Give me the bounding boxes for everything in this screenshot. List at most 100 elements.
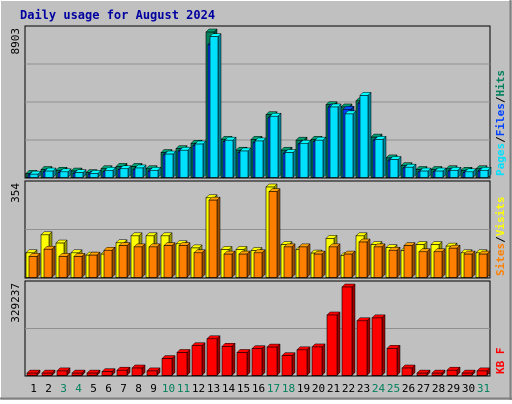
bar-kb-f-day-10 — [161, 354, 176, 377]
bar-kb-f-day-24-front — [371, 317, 383, 376]
bar-kb-f-day-19-side — [306, 346, 311, 377]
bar-kb-f-day-22-side — [351, 283, 356, 377]
x-tick-label-day-5: 5 — [90, 382, 97, 395]
x-tick-label-day-6: 6 — [105, 382, 112, 395]
bar-pages-day-2 — [44, 167, 57, 179]
bar-sites-day-28-side — [441, 248, 446, 279]
x-tick-label-day-21: 21 — [327, 382, 340, 395]
bar-kb-f-day-22 — [341, 283, 356, 377]
bar-pages-day-12-side — [202, 140, 207, 179]
bar-sites-day-23-front — [358, 241, 368, 278]
bar-pages-day-9-front — [149, 169, 159, 178]
x-tick-label-day-29: 29 — [447, 382, 460, 395]
bar-pages-day-25 — [389, 155, 402, 179]
bar-kb-f-day-23-side — [366, 317, 371, 377]
bar-kb-f-day-14 — [221, 342, 236, 377]
bar-pages-day-18 — [284, 148, 297, 179]
bar-sites-day-25-side — [396, 246, 401, 279]
bar-sites-day-29-front — [448, 247, 458, 278]
bar-pages-day-11-side — [187, 146, 192, 179]
bar-pages-day-1-front — [29, 173, 39, 178]
bar-sites-day-31-front — [478, 253, 488, 278]
bar-kb-f-day-19-front — [296, 349, 308, 376]
bar-sites-day-23-side — [366, 238, 371, 279]
bar-pages-day-15-front — [239, 150, 249, 178]
bar-pages-day-25-front — [389, 159, 399, 178]
bar-kb-f-day-15 — [236, 348, 251, 377]
bar-sites-day-27-side — [426, 248, 431, 279]
bar-kb-f-day-26-front — [401, 367, 413, 376]
x-tick-label-day-1: 1 — [30, 382, 37, 395]
bar-kb-f-day-23-front — [356, 320, 368, 376]
bar-pages-day-15-side — [247, 147, 252, 179]
bar-pages-day-22-side — [352, 110, 357, 179]
bar-sites-day-11-side — [186, 242, 191, 279]
bar-kb-f-day-12-front — [191, 345, 203, 376]
bar-pages-day-27-front — [419, 170, 429, 178]
bar-kb-f-day-31-front — [476, 370, 488, 376]
bar-kb-f-day-20-front — [311, 346, 323, 376]
bar-kb-f-day-2-front — [41, 372, 53, 376]
x-tick-label-day-25: 25 — [387, 382, 400, 395]
bar-sites-day-26-side — [411, 242, 416, 279]
bar-kb-f-day-23 — [356, 317, 371, 377]
legend-entry: Visits — [494, 197, 507, 237]
bar-sites-day-21-side — [336, 243, 341, 279]
bar-pages-day-17 — [269, 112, 282, 179]
bar-kb-f-day-30 — [461, 369, 476, 377]
bar-pages-day-29-front — [449, 169, 459, 178]
x-tick-label-day-9: 9 — [150, 382, 157, 395]
bar-pages-day-9 — [149, 166, 162, 179]
x-tick-label-day-26: 26 — [402, 382, 415, 395]
bar-sites-day-25 — [388, 246, 401, 279]
bar-sites-day-8-front — [133, 246, 143, 278]
bar-pages-day-16-side — [262, 137, 267, 179]
bar-pages-day-3 — [59, 168, 72, 179]
bar-sites-day-27-front — [418, 251, 428, 278]
x-tick-label-day-31: 31 — [477, 382, 490, 395]
bar-kb-f-day-17-side — [276, 343, 281, 377]
bar-sites-day-1-side — [36, 252, 41, 279]
bar-kb-f-day-3 — [56, 367, 71, 377]
bar-kb-f-day-12-side — [201, 342, 206, 377]
bar-sites-day-2 — [43, 245, 56, 279]
bar-sites-day-9-side — [156, 243, 161, 279]
bar-pages-day-31 — [479, 166, 492, 179]
bar-kb-f-day-29-front — [446, 369, 458, 376]
bar-sites-day-20-side — [321, 250, 326, 279]
bar-kb-f-day-16-front — [251, 348, 263, 376]
bar-kb-f-day-20 — [311, 343, 326, 377]
bar-sites-day-9-front — [148, 246, 158, 278]
bar-sites-day-30 — [463, 250, 476, 279]
bar-pages-day-7-front — [119, 168, 129, 178]
bar-sites-day-13 — [208, 196, 221, 279]
chart-title: Daily usage for August 2024 — [20, 8, 215, 22]
bar-pages-day-2-front — [44, 170, 54, 178]
bar-kb-f-day-22-front — [341, 286, 353, 376]
bar-kb-f-day-9 — [146, 367, 161, 377]
bar-pages-day-18-front — [284, 152, 294, 178]
bar-sites-day-26 — [403, 242, 416, 279]
bar-pages-day-12 — [194, 140, 207, 179]
bar-kb-f-day-25-front — [386, 348, 398, 376]
bar-pages-day-17-front — [269, 115, 279, 178]
bar-kb-f-day-25 — [386, 344, 401, 377]
bar-pages-day-22 — [344, 110, 357, 179]
bar-sites-day-29 — [448, 244, 461, 279]
x-tick-label-day-4: 4 — [75, 382, 82, 395]
bar-sites-day-8 — [133, 243, 146, 279]
bar-kb-f-day-8 — [131, 364, 146, 377]
bar-sites-day-24-side — [381, 243, 386, 279]
bar-pages-day-24 — [374, 135, 387, 179]
bar-kb-f-day-21 — [326, 311, 341, 377]
bar-sites-day-3-side — [66, 252, 71, 279]
bar-sites-day-18 — [283, 243, 296, 279]
bar-kb-f-day-1-front — [26, 372, 38, 376]
bar-sites-day-10-front — [163, 245, 173, 278]
bar-pages-day-8-front — [134, 167, 144, 178]
bar-sites-day-22-front — [343, 253, 353, 278]
x-tick-label-day-12: 12 — [192, 382, 205, 395]
bar-sites-day-15 — [238, 250, 251, 279]
bar-sites-day-7-side — [126, 242, 131, 279]
